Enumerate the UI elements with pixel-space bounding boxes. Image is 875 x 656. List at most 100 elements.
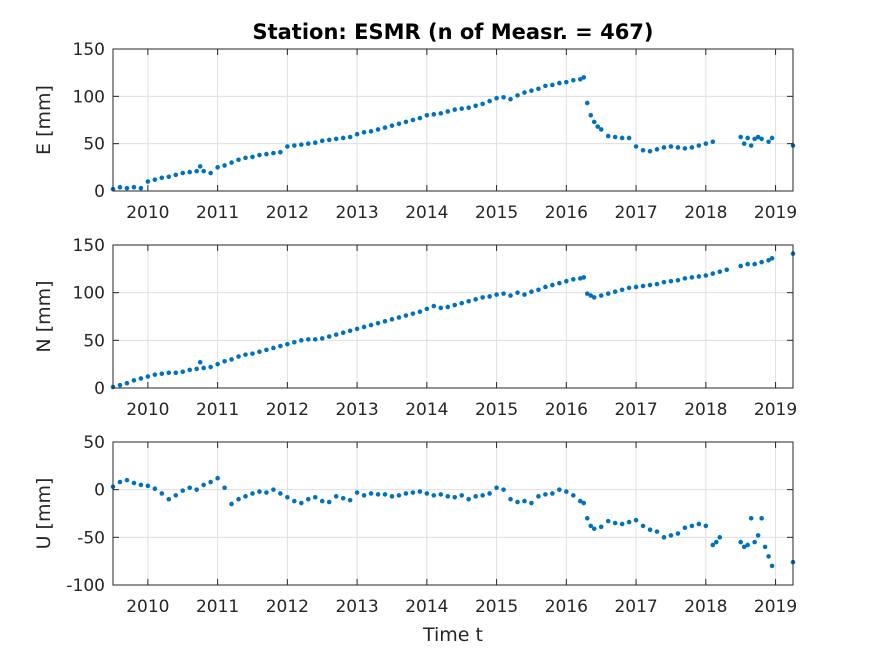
data-point <box>347 134 353 140</box>
y-axis-label-E: E [mm] <box>33 85 55 155</box>
data-point <box>710 271 716 276</box>
data-point <box>194 168 199 174</box>
data-point <box>584 291 590 296</box>
data-point <box>654 147 660 152</box>
x-tick-label: 2014 <box>405 597 448 617</box>
data-point <box>536 86 541 92</box>
data-point <box>215 475 220 481</box>
x-tick-label: 2011 <box>196 597 239 617</box>
grid-E <box>113 48 793 192</box>
data-point <box>417 309 423 315</box>
x-tick-label: 2015 <box>475 400 518 420</box>
x-tick-label: 2015 <box>475 597 518 617</box>
x-tick-label: 2019 <box>754 400 797 420</box>
data-point <box>438 492 444 497</box>
data-point <box>299 142 304 147</box>
data-point <box>480 493 485 498</box>
data-point <box>389 317 395 322</box>
x-tick-label: 2010 <box>126 203 169 223</box>
chart-title: Station: ESMR (n of Measr. = 467) <box>252 20 653 44</box>
data-point <box>766 139 771 145</box>
data-point <box>647 282 653 288</box>
data-point <box>762 544 768 550</box>
data-point <box>159 175 165 181</box>
data-point <box>741 141 747 146</box>
data-point <box>124 185 130 191</box>
data-point <box>333 332 339 337</box>
data-point <box>515 499 520 505</box>
data-point <box>588 523 594 529</box>
data-point <box>640 283 646 289</box>
data-point <box>591 295 597 300</box>
data-point <box>689 275 695 280</box>
data-point <box>626 285 632 291</box>
data-point <box>668 278 674 284</box>
data-point <box>159 491 165 496</box>
data-point <box>459 300 465 306</box>
y-axis-label-N: N [mm] <box>33 280 55 352</box>
x-tick-label: 2016 <box>545 597 588 617</box>
data-point <box>257 489 262 494</box>
data-point <box>766 554 771 559</box>
data-point <box>473 297 478 302</box>
data-point <box>769 563 775 569</box>
data-point <box>605 291 611 296</box>
y-tick-label: 50 <box>83 331 105 351</box>
data-point <box>529 500 534 506</box>
data-point <box>487 98 492 104</box>
data-point <box>619 287 625 293</box>
data-point <box>340 135 346 141</box>
data-point <box>166 496 172 502</box>
data-point <box>588 112 594 118</box>
data-point <box>194 366 199 372</box>
x-tick-label: 2012 <box>266 400 309 420</box>
data-point <box>278 343 283 349</box>
data-point <box>591 526 597 532</box>
data-point <box>382 125 388 130</box>
data-point <box>229 357 234 362</box>
data-point <box>466 298 471 304</box>
data-point <box>292 143 297 148</box>
data-point <box>682 525 688 531</box>
x-tick-label: 2013 <box>335 203 378 223</box>
data-point <box>445 109 451 114</box>
data-point <box>326 499 332 505</box>
data-point <box>389 123 395 128</box>
data-point <box>550 282 555 288</box>
data-point <box>173 370 179 376</box>
data-point <box>769 135 775 141</box>
data-point <box>522 90 527 95</box>
data-point <box>466 496 471 502</box>
data-point <box>396 315 402 320</box>
data-point <box>640 523 646 529</box>
data-point <box>595 124 601 129</box>
data-point <box>522 292 527 297</box>
axes-frame-U <box>112 441 794 586</box>
data-point <box>487 294 492 299</box>
data-point <box>543 284 548 290</box>
y-tick-label: 0 <box>94 379 105 399</box>
x-tick-label: 2010 <box>126 597 169 617</box>
x-tick-label: 2010 <box>126 400 169 420</box>
data-point <box>626 519 632 525</box>
data-point <box>312 337 318 342</box>
data-point <box>145 483 151 489</box>
x-tick-label: 2018 <box>684 203 727 223</box>
data-point <box>675 145 681 150</box>
data-point <box>229 501 234 507</box>
data-point <box>285 144 290 149</box>
data-point <box>557 487 562 492</box>
data-point <box>661 535 667 540</box>
data-point <box>515 93 520 98</box>
data-point <box>197 164 203 169</box>
data-point <box>769 256 775 261</box>
data-point <box>661 145 667 150</box>
data-point <box>264 347 269 353</box>
data-point <box>257 152 262 158</box>
data-point <box>278 149 283 155</box>
data-point <box>759 515 764 521</box>
data-point <box>759 259 764 265</box>
data-point <box>668 533 674 538</box>
data-point <box>752 539 757 545</box>
data-point <box>438 305 444 311</box>
